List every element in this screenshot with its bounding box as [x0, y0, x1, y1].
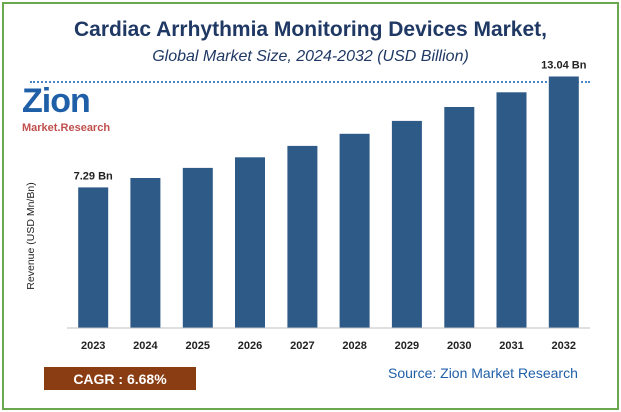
bars-group [78, 76, 579, 329]
x-tick-2031: 2031 [499, 340, 523, 352]
x-tick-2024: 2024 [133, 340, 158, 352]
data-labels: 7.29 Bn 13.04 Bn [74, 60, 587, 183]
title-divider [30, 81, 590, 83]
chart-title: Cardiac Arrhythmia Monitoring Devices Ma… [73, 18, 547, 41]
bar-2024 [130, 178, 161, 328]
data-label-2032: 13.04 Bn [541, 60, 587, 72]
bar-2026 [235, 157, 265, 328]
logo-main-text: Zion [22, 82, 91, 120]
x-tick-2025: 2025 [186, 340, 210, 352]
x-tick-labels: 2023 2024 2025 2026 2027 2028 2029 2030 2031 2032 [81, 340, 576, 352]
x-tick-2029: 2029 [395, 340, 419, 352]
bar-2032 [548, 76, 579, 328]
bar-2027 [287, 145, 318, 328]
bar-2031 [496, 92, 527, 328]
logo-sub-text: Market.Research [22, 122, 111, 134]
x-tick-2027: 2027 [290, 340, 314, 352]
x-tick-2030: 2030 [447, 340, 471, 352]
bar-2028 [339, 133, 370, 328]
x-tick-2028: 2028 [342, 340, 366, 352]
x-tick-2026: 2026 [238, 340, 262, 352]
zion-logo: Zion Market.Research [18, 82, 122, 136]
cagr-badge: CAGR : 6.68% [44, 367, 196, 390]
x-tick-2023: 2023 [81, 340, 105, 352]
x-tick-2032: 2032 [552, 340, 576, 352]
data-label-2023: 7.29 Bn [74, 170, 113, 182]
source-note: Source: Zion Market Research [388, 365, 578, 381]
bar-2023 [78, 187, 109, 328]
bar-2025 [182, 167, 213, 328]
chart-subtitle: Global Market Size, 2024-2032 (USD Billi… [152, 48, 469, 65]
bar-2029 [391, 120, 422, 329]
bar-2030 [444, 107, 475, 328]
